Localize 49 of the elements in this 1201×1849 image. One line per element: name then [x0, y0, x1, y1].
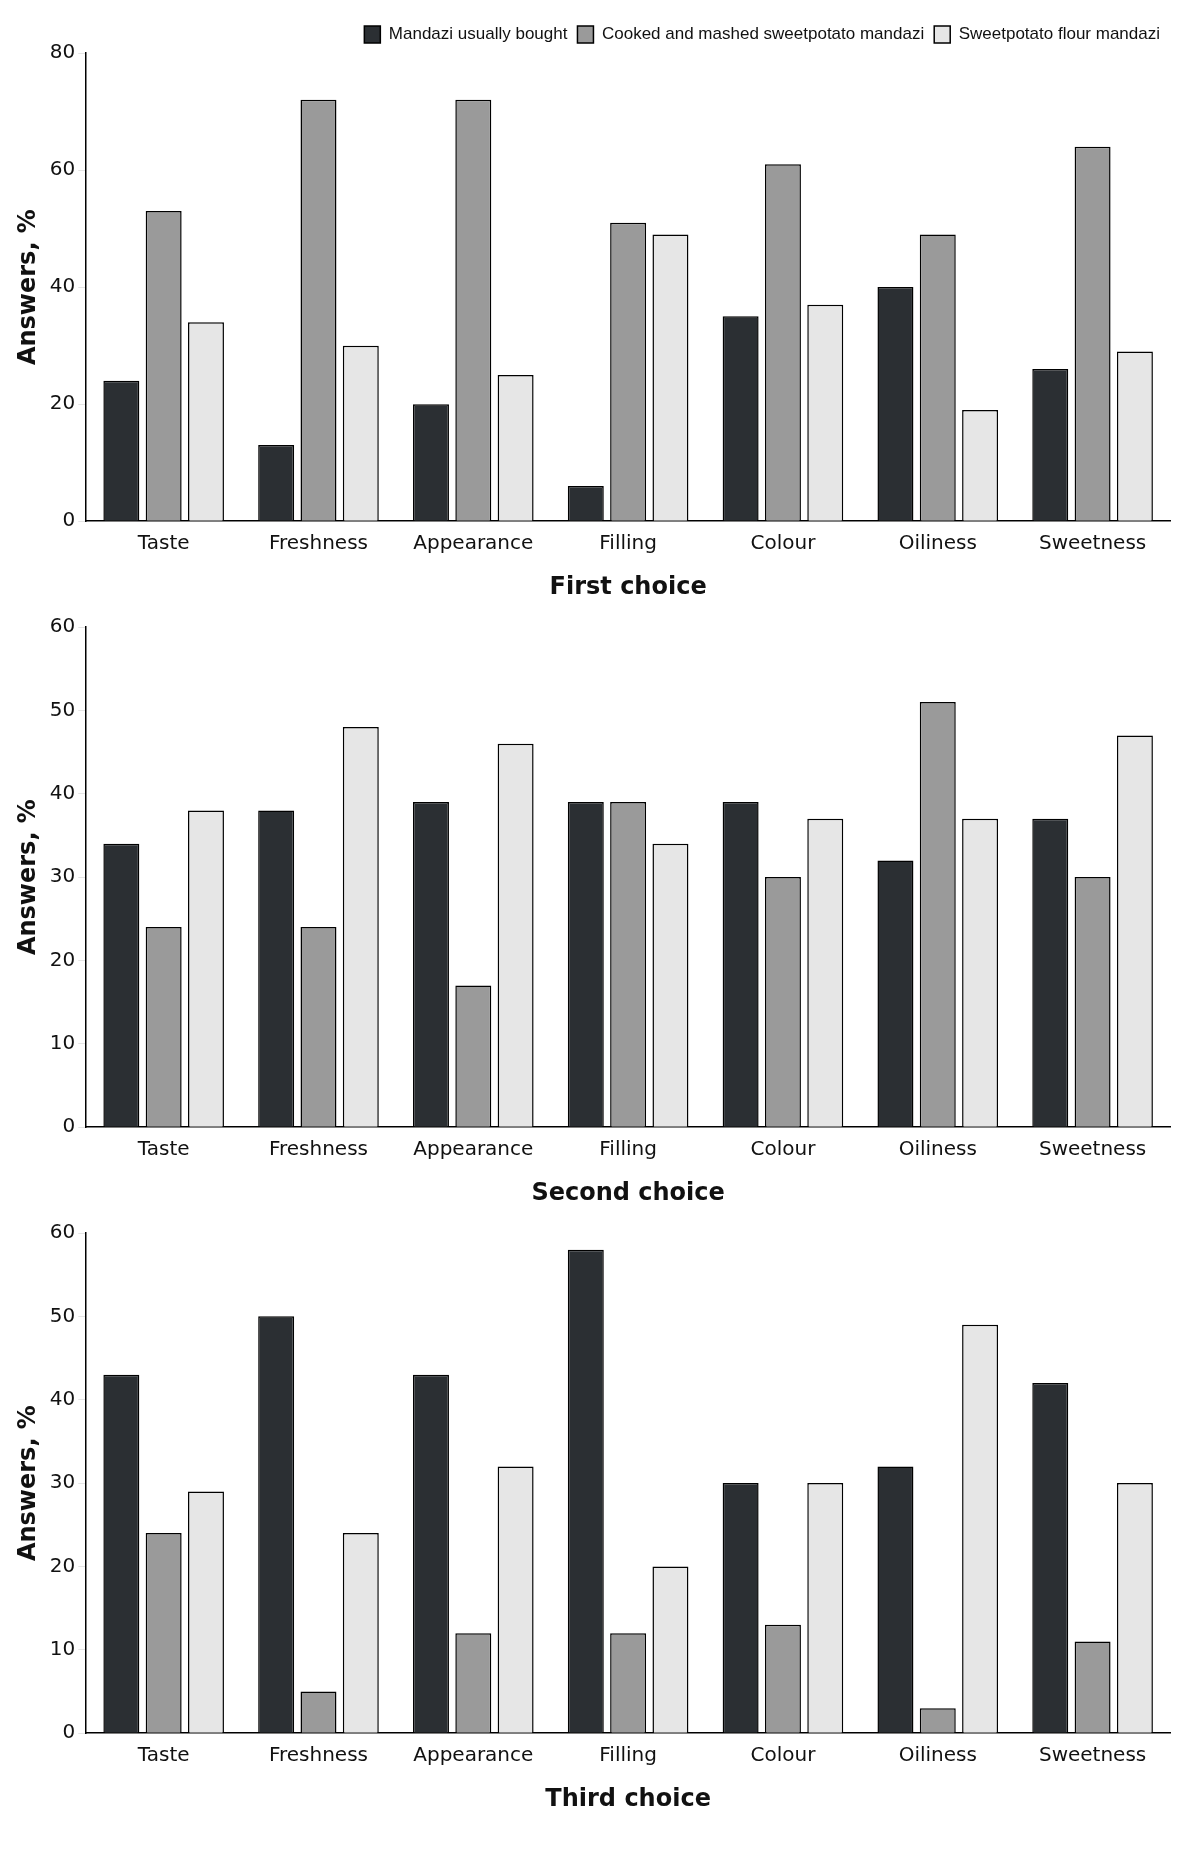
x-tick-label: Oiliness	[898, 1742, 977, 1767]
legend-label: Mandazi usually bought	[388, 24, 568, 44]
y-tick-label: 0	[62, 1719, 76, 1744]
y-tick-label: 60	[49, 613, 76, 638]
x-tick-label: Oiliness	[898, 530, 977, 555]
x-tick-label: Taste	[136, 530, 190, 555]
legend-label: Sweetpotato flour mandazi	[958, 24, 1161, 44]
x-axis-title: First choice	[549, 571, 707, 600]
x-tick-label: Filling	[599, 530, 657, 555]
y-tick-label: 50	[49, 696, 76, 721]
x-tick-label: Taste	[136, 1136, 190, 1161]
y-tick-label: 20	[49, 390, 76, 415]
x-tick-label: Sweetness	[1038, 1136, 1147, 1161]
x-axis-title: Second choice	[531, 1177, 725, 1206]
y-tick-label: 30	[49, 863, 76, 888]
x-tick-label: Sweetness	[1038, 1742, 1147, 1767]
y-tick-label: 50	[49, 1302, 76, 1327]
y-tick-label: 40	[49, 273, 76, 298]
x-tick-label: Oiliness	[898, 1136, 977, 1161]
x-tick-label: Appearance	[413, 1136, 534, 1161]
y-tick-label: 0	[62, 507, 76, 532]
x-tick-label: Appearance	[413, 1742, 534, 1767]
y-tick-label: 10	[49, 1636, 76, 1661]
x-axis-title: Third choice	[545, 1783, 711, 1812]
x-tick-label: Appearance	[413, 530, 534, 555]
x-tick-label: Freshness	[268, 530, 369, 555]
y-tick-label: 60	[49, 1219, 76, 1244]
y-axis-title: Answers, %	[12, 209, 41, 366]
x-tick-label: Colour	[750, 1136, 817, 1161]
y-tick-label: 10	[49, 1030, 76, 1055]
x-tick-label: Colour	[750, 530, 817, 555]
y-tick-label: 40	[49, 1385, 76, 1410]
y-tick-label: 40	[49, 779, 76, 804]
y-axis-title: Answers, %	[12, 799, 41, 956]
y-tick-label: 80	[49, 39, 76, 64]
legend-label: Cooked and mashed sweetpotato mandazi	[601, 24, 925, 44]
y-tick-label: 0	[62, 1113, 76, 1138]
y-tick-label: 60	[49, 156, 76, 181]
x-tick-label: Filling	[599, 1136, 657, 1161]
x-tick-label: Colour	[750, 1742, 817, 1767]
y-axis-title: Answers, %	[12, 1405, 41, 1562]
x-tick-label: Freshness	[268, 1742, 369, 1767]
x-tick-label: Filling	[599, 1742, 657, 1767]
x-tick-label: Sweetness	[1038, 530, 1147, 555]
y-tick-label: 30	[49, 1469, 76, 1494]
x-tick-label: Freshness	[268, 1136, 369, 1161]
x-tick-label: Taste	[136, 1742, 190, 1767]
y-tick-label: 20	[49, 1552, 76, 1577]
y-tick-label: 20	[49, 946, 76, 971]
